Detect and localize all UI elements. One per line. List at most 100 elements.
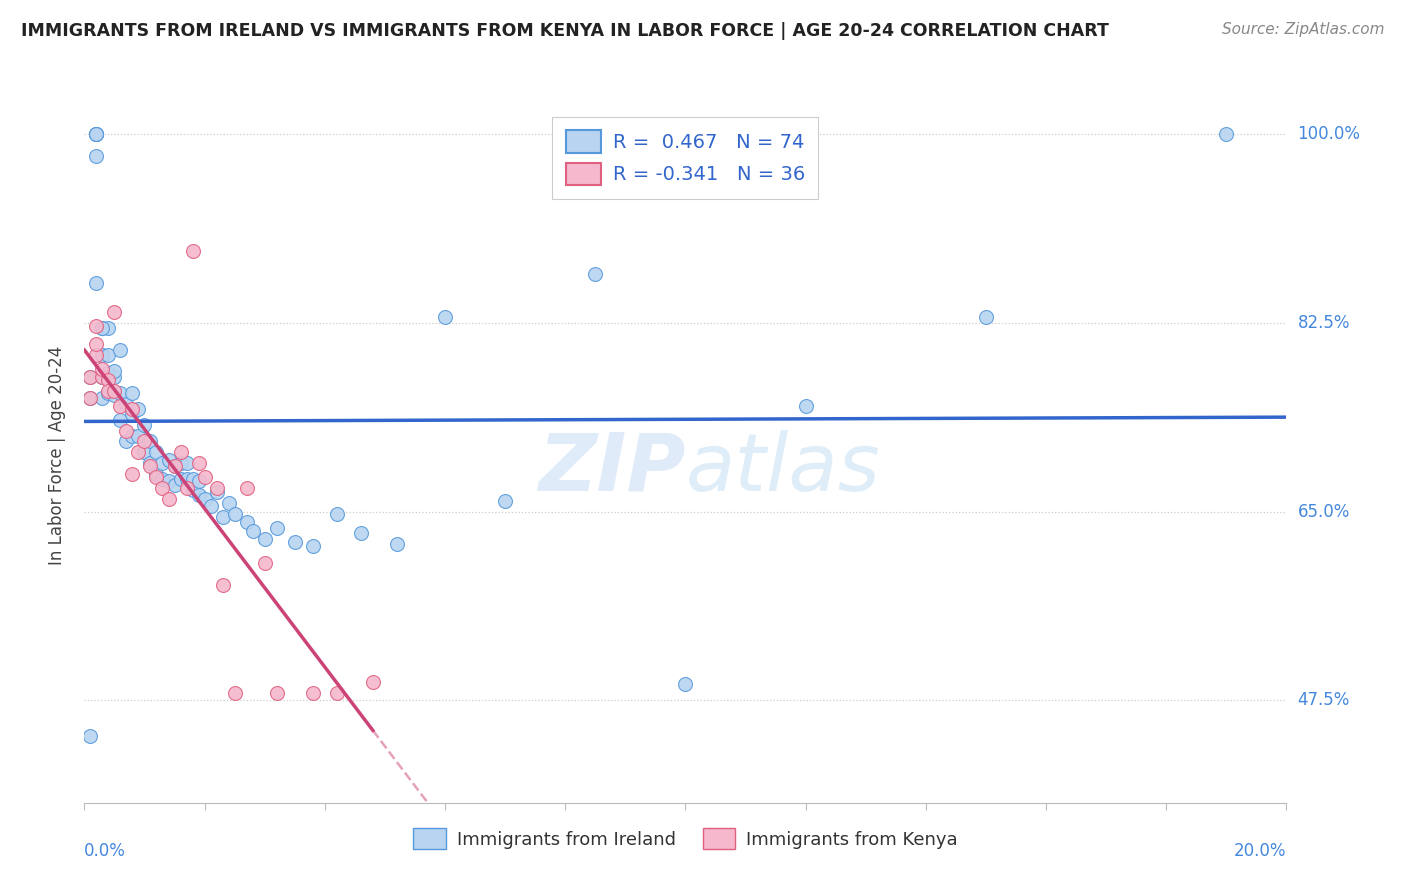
Point	[176, 481, 198, 495]
Point	[157, 475, 180, 489]
Point	[301, 686, 323, 700]
Point	[121, 429, 143, 443]
Point	[675, 677, 697, 691]
Point	[86, 318, 108, 333]
Point	[163, 459, 186, 474]
Point	[127, 429, 149, 443]
Point	[224, 686, 246, 700]
Y-axis label: In Labor Force | Age 20-24: In Labor Force | Age 20-24	[48, 345, 66, 565]
Point	[86, 276, 108, 290]
Point	[103, 369, 125, 384]
Point	[110, 413, 132, 427]
Point	[139, 456, 162, 470]
Point	[97, 348, 120, 362]
Point	[181, 244, 204, 258]
Point	[194, 470, 217, 484]
Point	[187, 456, 209, 470]
Point	[110, 385, 132, 400]
Point	[139, 459, 162, 474]
Point	[157, 452, 180, 467]
Point	[86, 348, 108, 362]
Point	[163, 477, 186, 491]
Point	[350, 526, 373, 541]
Text: 65.0%: 65.0%	[1298, 502, 1350, 521]
Point	[235, 516, 257, 530]
Text: atlas: atlas	[686, 430, 880, 508]
Point	[103, 388, 125, 402]
Point	[205, 481, 228, 495]
Point	[91, 392, 114, 406]
Point	[974, 310, 997, 325]
Text: 47.5%: 47.5%	[1298, 691, 1350, 709]
Point	[79, 369, 101, 384]
Point	[145, 445, 167, 459]
Text: IMMIGRANTS FROM IRELAND VS IMMIGRANTS FROM KENYA IN LABOR FORCE | AGE 20-24 CORR: IMMIGRANTS FROM IRELAND VS IMMIGRANTS FR…	[21, 22, 1109, 40]
Point	[152, 456, 174, 470]
Point	[121, 467, 143, 481]
Text: 100.0%: 100.0%	[1298, 125, 1361, 143]
Point	[194, 491, 217, 506]
Point	[169, 445, 191, 459]
Point	[1215, 127, 1237, 141]
Point	[794, 399, 817, 413]
Point	[86, 127, 108, 141]
Point	[79, 369, 101, 384]
Point	[385, 537, 408, 551]
Point	[110, 343, 132, 357]
Point	[91, 348, 114, 362]
Point	[86, 127, 108, 141]
Point	[79, 392, 101, 406]
Point	[205, 485, 228, 500]
Point	[121, 385, 143, 400]
Point	[266, 521, 288, 535]
Point	[211, 510, 233, 524]
Point	[152, 481, 174, 495]
Text: 20.0%: 20.0%	[1234, 842, 1286, 860]
Point	[127, 402, 149, 417]
Point	[91, 369, 114, 384]
Point	[218, 496, 240, 510]
Point	[97, 367, 120, 381]
Point	[91, 321, 114, 335]
Point	[115, 424, 138, 438]
Point	[139, 434, 162, 449]
Point	[235, 481, 257, 495]
Point	[97, 321, 120, 335]
Point	[253, 557, 276, 571]
Point	[163, 459, 186, 474]
Point	[157, 491, 180, 506]
Point	[145, 467, 167, 481]
Point	[86, 127, 108, 141]
Point	[79, 729, 101, 743]
Point	[583, 267, 606, 281]
Text: 82.5%: 82.5%	[1298, 314, 1350, 332]
Point	[169, 472, 191, 486]
Text: ZIP: ZIP	[538, 430, 686, 508]
Point	[181, 483, 204, 497]
Point	[91, 348, 114, 362]
Point	[134, 434, 156, 449]
Point	[176, 456, 198, 470]
Point	[169, 456, 191, 470]
Point	[86, 337, 108, 351]
Point	[301, 539, 323, 553]
Point	[211, 578, 233, 592]
Legend: Immigrants from Ireland, Immigrants from Kenya: Immigrants from Ireland, Immigrants from…	[406, 822, 965, 856]
Point	[97, 384, 120, 398]
Point	[494, 493, 516, 508]
Point	[91, 321, 114, 335]
Point	[187, 488, 209, 502]
Point	[181, 472, 204, 486]
Point	[121, 408, 143, 422]
Point	[97, 385, 120, 400]
Point	[152, 472, 174, 486]
Point	[176, 472, 198, 486]
Point	[361, 675, 384, 690]
Point	[266, 686, 288, 700]
Point	[103, 364, 125, 378]
Point	[134, 445, 156, 459]
Point	[110, 399, 132, 413]
Point	[242, 524, 264, 538]
Point	[103, 384, 125, 398]
Point	[115, 397, 138, 411]
